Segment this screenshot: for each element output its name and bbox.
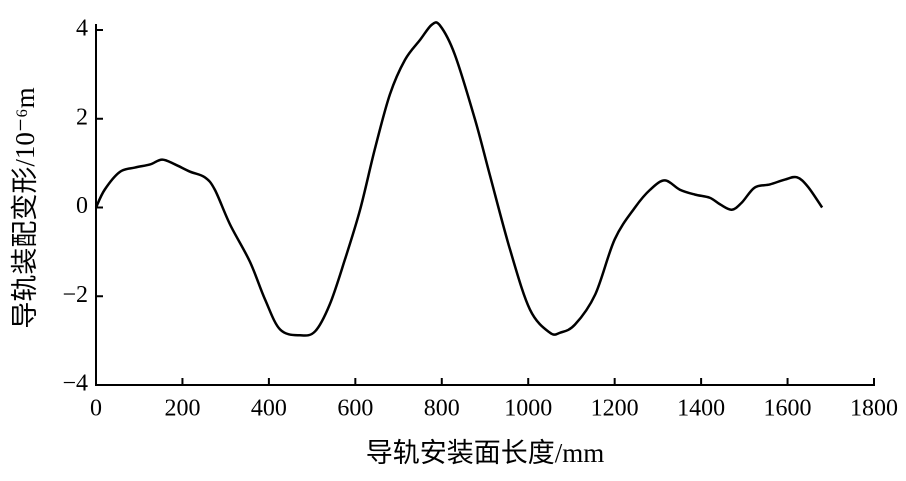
x-tick-label: 600 (337, 396, 373, 422)
x-tick-label: 1000 (504, 396, 552, 422)
data-line (94, 21, 824, 337)
x-axis-label: 导轨安装面长度/mm (366, 438, 605, 468)
x-tick-label: 400 (251, 396, 287, 422)
y-tick-label: 2 (76, 104, 88, 130)
x-tick-label: 0 (90, 396, 102, 422)
y-tick-label: −4 (62, 371, 88, 397)
y-tick-label: 4 (76, 16, 88, 42)
x-tick-label: 1600 (764, 396, 812, 422)
y-tick-label: −2 (62, 282, 88, 308)
x-tick-label: 200 (164, 396, 200, 422)
x-tick-label: 1800 (850, 396, 898, 422)
y-tick-label: 0 (76, 193, 88, 219)
y-axis-label: 导轨装配变形/10⁻⁶m (10, 87, 40, 328)
x-tick-label: 800 (424, 396, 460, 422)
x-tick-label: 1200 (591, 396, 639, 422)
x-tick-label: 1400 (677, 396, 725, 422)
